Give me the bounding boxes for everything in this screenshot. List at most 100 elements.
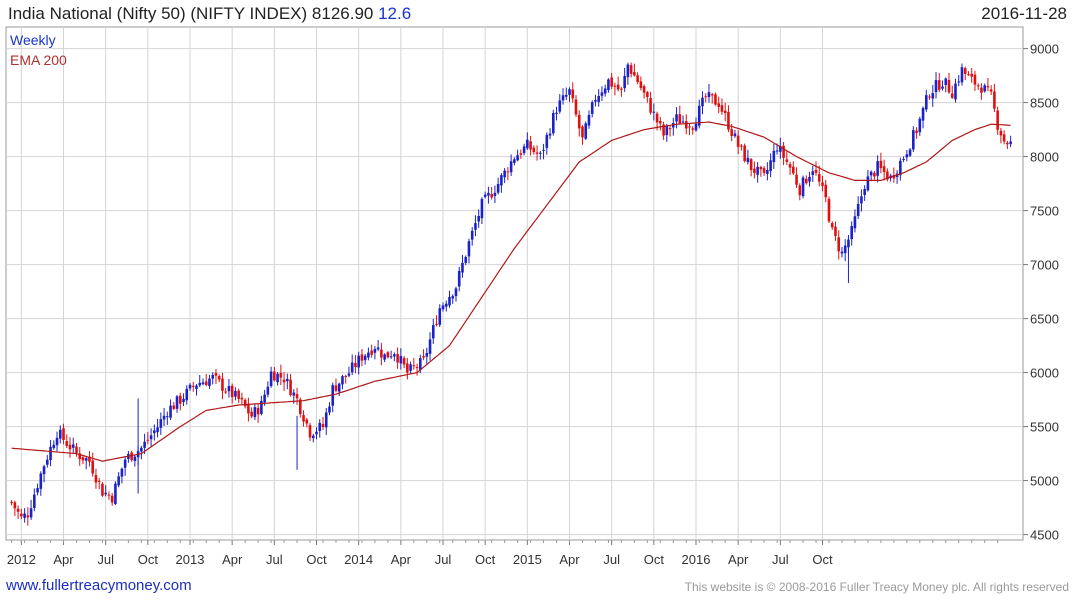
candle-body xyxy=(383,354,386,360)
candle-body xyxy=(470,230,474,240)
candle-body xyxy=(464,257,468,263)
candle-body xyxy=(613,85,617,87)
candle-body xyxy=(444,303,448,307)
candle-body xyxy=(941,86,944,89)
candle-body xyxy=(603,88,607,94)
candle-body xyxy=(62,428,65,440)
y-tick-label: 7500 xyxy=(1030,204,1059,219)
candle-body xyxy=(454,288,458,297)
candle-body xyxy=(182,398,185,402)
candle-body xyxy=(68,444,72,450)
candle-body xyxy=(629,65,633,74)
candle-body xyxy=(402,358,406,365)
candle-body xyxy=(490,194,493,198)
candle-body xyxy=(681,121,685,123)
candle-body xyxy=(736,135,740,147)
candle-body xyxy=(701,97,704,107)
candle-body xyxy=(276,373,279,383)
candle-body xyxy=(266,386,270,395)
candle-body xyxy=(23,513,26,518)
candle-body xyxy=(367,352,370,358)
candle-body xyxy=(860,196,863,204)
candle-body xyxy=(389,356,393,358)
candle-body xyxy=(597,96,600,102)
candle-body xyxy=(996,110,999,130)
candle-body xyxy=(191,385,195,387)
candle-body xyxy=(65,441,69,446)
candle-body xyxy=(243,399,247,407)
candle-body xyxy=(360,354,364,361)
candle-body xyxy=(921,107,925,121)
candle-body xyxy=(117,476,120,486)
candle-body xyxy=(81,457,85,461)
candle-body xyxy=(318,422,322,431)
candle-body xyxy=(564,94,568,97)
candle-body xyxy=(279,373,283,378)
candle-body xyxy=(600,92,604,96)
candle-body xyxy=(143,441,146,448)
candle-body xyxy=(620,88,623,90)
candle-body xyxy=(347,373,351,376)
candle-body xyxy=(558,100,562,112)
candle-body xyxy=(542,149,545,151)
candle-body xyxy=(642,86,646,93)
candle-body xyxy=(260,400,263,414)
candle-body xyxy=(574,99,578,115)
candle-body xyxy=(1009,141,1012,145)
candle-body xyxy=(188,384,192,389)
candle-body xyxy=(756,166,759,175)
candle-body xyxy=(240,397,244,400)
candle-body xyxy=(723,110,727,113)
candle-body xyxy=(431,325,435,339)
candle-body xyxy=(519,153,523,155)
candle-body xyxy=(399,355,403,364)
candle-body xyxy=(461,262,464,273)
candle-body xyxy=(195,385,198,389)
candle-body xyxy=(779,145,782,152)
candle-body xyxy=(976,85,980,87)
candle-body xyxy=(899,160,902,176)
candle-body xyxy=(970,73,973,77)
x-tick-label: Jul xyxy=(772,552,789,567)
y-tick-label: 8000 xyxy=(1030,150,1059,165)
candle-body xyxy=(123,459,127,468)
candle-body xyxy=(937,80,941,90)
candle-body xyxy=(1006,142,1009,145)
candle-body xyxy=(493,192,497,196)
candle-body xyxy=(869,171,873,176)
candle-body xyxy=(675,114,678,122)
candle-body xyxy=(503,170,506,178)
x-tick-label: Oct xyxy=(812,552,833,567)
candle-body xyxy=(295,394,299,399)
candle-body xyxy=(230,385,234,398)
candle-body xyxy=(616,84,620,90)
candle-body xyxy=(55,437,59,446)
candle-body xyxy=(221,378,224,391)
y-tick-label: 4500 xyxy=(1030,528,1059,543)
candle-body xyxy=(668,128,672,130)
candle-body xyxy=(740,145,743,147)
candle-body xyxy=(733,133,737,137)
candle-body xyxy=(208,378,211,386)
candle-body xyxy=(58,429,62,439)
candle-body xyxy=(370,350,373,355)
candle-body xyxy=(830,223,834,228)
candle-body xyxy=(1002,134,1006,142)
candle-body xyxy=(169,405,172,418)
candle-body xyxy=(406,363,409,373)
candle-body xyxy=(678,114,682,124)
candle-body xyxy=(551,113,555,134)
candle-body xyxy=(743,145,746,162)
website-link[interactable]: www.fullertreacymoney.com xyxy=(6,577,192,594)
candle-body xyxy=(94,475,98,483)
x-tick-label: Oct xyxy=(475,552,496,567)
candle-body xyxy=(500,175,503,186)
candle-body xyxy=(912,130,915,150)
candle-body xyxy=(97,480,101,482)
candle-body xyxy=(110,495,114,503)
candle-body xyxy=(457,270,461,287)
candle-body xyxy=(354,363,357,368)
candle-body xyxy=(671,123,675,128)
candle-body xyxy=(204,381,208,385)
